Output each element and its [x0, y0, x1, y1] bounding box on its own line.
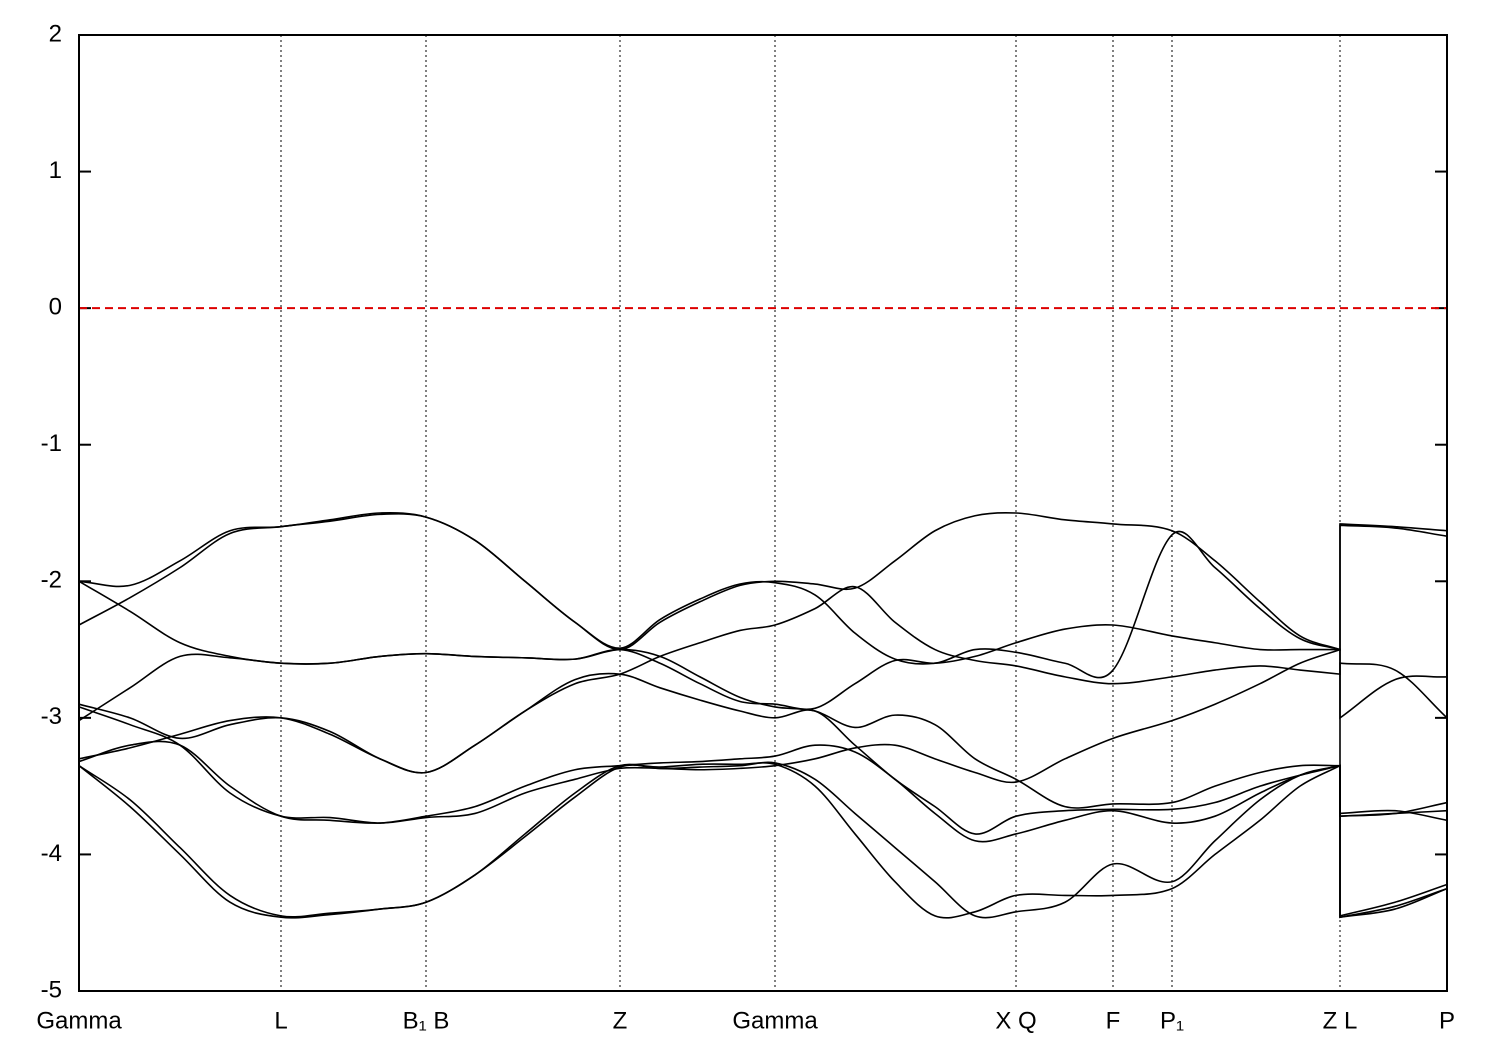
x-tick-label: P	[1439, 1007, 1455, 1034]
band-line	[78, 513, 1448, 679]
y-tick-label: -2	[41, 567, 62, 594]
x-tick-label: Gamma	[732, 1007, 818, 1034]
band-line	[78, 580, 1448, 818]
x-tick-label: X Q	[995, 1007, 1036, 1034]
plot-frame	[78, 34, 1448, 992]
band-line	[78, 672, 1448, 919]
x-tick-label: Z	[613, 1007, 628, 1034]
x-tick-label: F	[1106, 1007, 1121, 1034]
band-line	[78, 740, 1448, 917]
band-line	[78, 648, 1448, 824]
y-tick-label: -3	[41, 703, 62, 730]
y-tick-label: 2	[49, 20, 62, 47]
band-line	[78, 761, 1448, 919]
band-line	[78, 623, 1448, 722]
x-tick-label: B₁ B	[403, 1007, 450, 1034]
band-line	[78, 761, 1448, 919]
y-tick-label: 0	[49, 293, 62, 320]
y-tick-label: -5	[41, 976, 62, 1003]
band-line	[78, 585, 1448, 774]
x-tick-label: P₁	[1160, 1007, 1184, 1034]
x-tick-label: Gamma	[36, 1007, 122, 1034]
y-tick-label: 1	[49, 157, 62, 184]
x-tick-label: Z L	[1323, 1007, 1358, 1034]
y-tick-label: -4	[41, 840, 62, 867]
y-tick-label: -1	[41, 430, 62, 457]
band-line	[78, 511, 1448, 651]
x-tick-label: L	[274, 1007, 287, 1034]
